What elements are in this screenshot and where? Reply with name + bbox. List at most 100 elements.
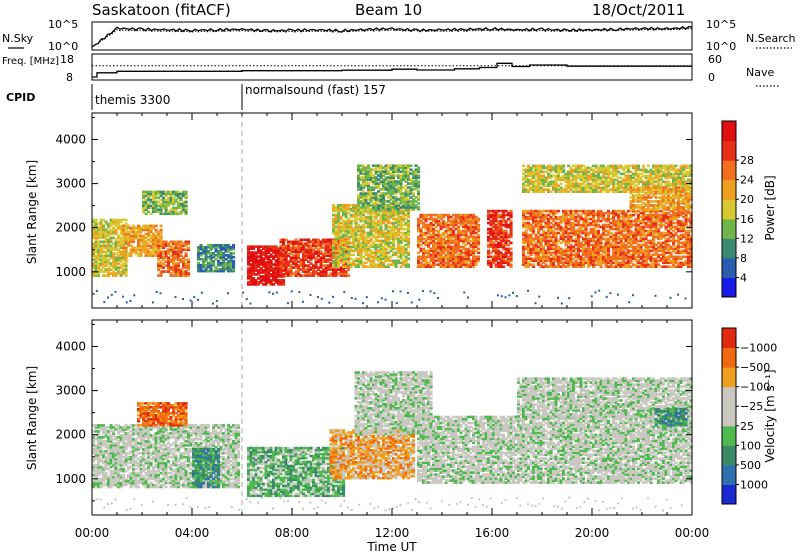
power-cell	[447, 261, 451, 265]
power-cell	[424, 257, 428, 261]
power-cell	[174, 212, 178, 216]
power-cell	[439, 245, 443, 249]
power-cell	[94, 228, 98, 232]
power-cell	[182, 206, 186, 210]
power-cell	[337, 245, 341, 249]
power-cell	[164, 240, 168, 244]
power-cell	[342, 251, 346, 255]
power-cell	[339, 261, 343, 265]
power-cell	[454, 245, 458, 249]
power-cell	[109, 230, 113, 234]
power-cell	[139, 236, 143, 240]
power-cell	[257, 283, 261, 286]
power-cell	[472, 255, 476, 259]
power-cell	[354, 243, 358, 247]
power-cell	[392, 176, 396, 179]
power-cell	[344, 207, 348, 211]
power-cell	[402, 261, 406, 265]
power-cell	[412, 198, 416, 201]
power-cell	[302, 248, 306, 251]
power-cell	[249, 283, 253, 286]
power-cell	[92, 236, 96, 240]
power-cell	[404, 227, 408, 231]
power-cell	[414, 188, 418, 191]
power-cell	[262, 275, 266, 278]
power-cell	[382, 265, 386, 268]
power-cell	[389, 202, 393, 205]
power-cell	[367, 172, 371, 175]
power-cell	[292, 254, 296, 257]
power-cell	[269, 265, 273, 268]
power-cell	[404, 217, 408, 221]
power-cell	[424, 223, 428, 227]
power-cell	[217, 259, 221, 263]
power-cell	[94, 240, 98, 244]
power-cell	[157, 210, 161, 214]
power-cell	[102, 230, 106, 234]
power-cell	[374, 186, 378, 189]
power-cell	[369, 172, 373, 175]
power-cell	[364, 198, 368, 201]
power-cell	[409, 200, 413, 203]
power-cell	[394, 259, 398, 263]
power-cell	[104, 270, 108, 273]
power-cell	[182, 210, 186, 214]
power-cell	[347, 253, 351, 257]
power-cell	[162, 196, 166, 200]
power-cell	[372, 259, 376, 263]
power-cell	[344, 250, 348, 253]
power-cell	[297, 240, 301, 244]
power-cell	[379, 233, 383, 237]
power-cell	[419, 249, 423, 253]
power-cell	[509, 219, 513, 223]
power-cell	[469, 253, 473, 257]
power-cell	[352, 233, 356, 237]
power-cell	[334, 265, 338, 268]
power-cell	[417, 237, 421, 241]
power-cell	[317, 250, 321, 253]
power-cell	[372, 215, 376, 219]
power-cell	[324, 238, 328, 242]
power-cell	[434, 229, 438, 233]
power-cell	[382, 219, 386, 223]
power-cell	[257, 249, 261, 252]
power-cell	[464, 257, 468, 261]
power-cell	[282, 264, 286, 267]
power-cell	[332, 249, 336, 253]
power-cell	[477, 243, 481, 247]
power-cell	[334, 259, 338, 263]
power-cell	[369, 233, 373, 237]
power-cell	[119, 252, 123, 255]
power-cell	[369, 204, 373, 207]
power-cell	[407, 208, 411, 211]
power-cell	[492, 259, 496, 263]
power-cell	[119, 266, 123, 269]
power-cell	[284, 250, 288, 253]
power-cell	[94, 260, 98, 263]
power-cell	[389, 186, 393, 189]
power-cell	[297, 274, 301, 277]
power-cell	[142, 204, 146, 208]
power-cell	[147, 202, 151, 206]
power-cell	[254, 255, 258, 258]
power-cell	[267, 273, 271, 276]
power-cell	[164, 260, 168, 263]
power-cell	[487, 263, 491, 266]
power-cell	[249, 281, 253, 284]
noise-sky-series	[91, 25, 693, 48]
power-cell	[99, 270, 103, 273]
power-cell	[147, 206, 151, 210]
power-cell	[442, 241, 446, 245]
power-cell	[307, 274, 311, 277]
power-cell	[367, 233, 371, 237]
power-cell	[279, 252, 283, 255]
power-cell	[279, 270, 283, 273]
power-cell	[427, 245, 431, 249]
power-cell	[407, 225, 411, 229]
power-cell	[379, 259, 383, 263]
power-cell	[349, 257, 353, 261]
power-cell	[447, 237, 451, 241]
power-cell	[289, 242, 293, 246]
power-cell	[377, 208, 381, 211]
power-cell	[489, 231, 493, 235]
